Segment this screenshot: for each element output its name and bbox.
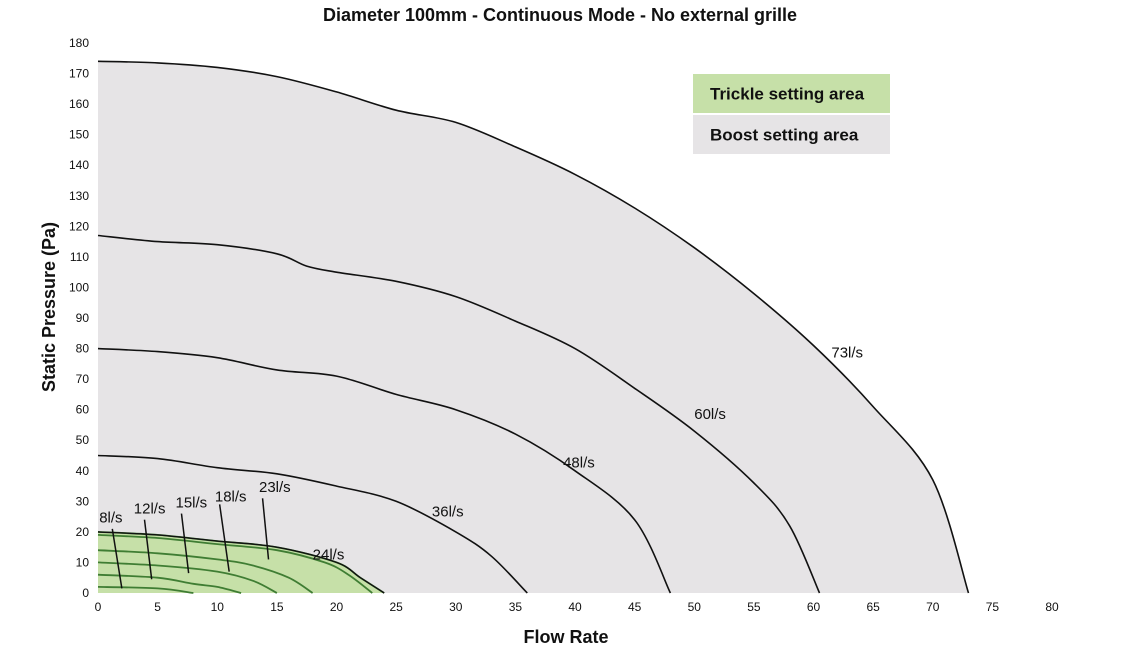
curve-15ls xyxy=(97,561,278,594)
y-tick-0: 0 xyxy=(82,586,89,600)
label-8ls: 8l/s xyxy=(99,510,122,527)
x-tick-40: 40 xyxy=(568,600,582,614)
label-60ls: 60l/s xyxy=(694,406,726,423)
curve-60ls xyxy=(97,234,821,594)
y-axis-label: Static Pressure (Pa) xyxy=(39,222,59,392)
x-tick-55: 55 xyxy=(747,600,761,614)
label-12ls: 12l/s xyxy=(134,501,166,518)
chart-title: Diameter 100mm - Continuous Mode - No ex… xyxy=(323,5,797,25)
y-tick-60: 60 xyxy=(76,403,90,417)
label-18ls: 18l/s xyxy=(215,488,247,505)
leader-15ls xyxy=(180,513,190,574)
y-tick-10: 10 xyxy=(76,555,90,569)
label-73ls: 73l/s xyxy=(831,345,863,362)
label-15ls: 15l/s xyxy=(176,494,208,511)
y-tick-90: 90 xyxy=(76,311,90,325)
x-tick-5: 5 xyxy=(154,600,161,614)
curve-8ls xyxy=(97,586,194,594)
leader-8ls xyxy=(111,528,123,589)
x-tick-10: 10 xyxy=(211,600,225,614)
curve-12ls xyxy=(97,573,242,594)
y-tick-20: 20 xyxy=(76,525,90,539)
x-tick-80: 80 xyxy=(1045,600,1059,614)
y-tick-100: 100 xyxy=(69,280,89,294)
leader-23ls xyxy=(261,498,270,560)
y-tick-110: 110 xyxy=(70,250,89,264)
x-tick-25: 25 xyxy=(389,600,403,614)
y-tick-70: 70 xyxy=(76,372,90,386)
x-tick-50: 50 xyxy=(688,600,702,614)
x-tick-65: 65 xyxy=(866,600,880,614)
curve-23ls xyxy=(97,534,373,594)
legend-swatch-0 xyxy=(693,74,890,113)
x-tick-60: 60 xyxy=(807,600,821,614)
curve-18ls xyxy=(97,549,314,594)
series-curves xyxy=(97,60,970,594)
x-tick-30: 30 xyxy=(449,600,463,614)
x-tick-0: 0 xyxy=(95,600,102,614)
legend-swatch-1 xyxy=(693,115,890,154)
y-tick-50: 50 xyxy=(76,433,90,447)
label-36ls: 36l/s xyxy=(432,504,464,521)
x-tick-20: 20 xyxy=(330,600,344,614)
x-axis-label: Flow Rate xyxy=(523,627,608,647)
curve-73ls xyxy=(97,60,970,594)
y-tick-150: 150 xyxy=(69,128,89,142)
legend: Trickle setting area Boost setting area xyxy=(693,74,890,154)
leader-12ls xyxy=(143,519,153,580)
legend-label-0: Trickle setting area xyxy=(710,85,865,104)
y-tick-140: 140 xyxy=(69,158,89,172)
curve-36ls xyxy=(97,454,528,594)
x-tick-15: 15 xyxy=(270,600,284,614)
x-axis-ticks: 0 5 10 15 20 25 30 35 40 45 50 55 60 65 70 75 80 xyxy=(95,600,1059,614)
y-tick-120: 120 xyxy=(69,219,89,233)
y-tick-180: 180 xyxy=(69,36,89,50)
y-tick-80: 80 xyxy=(76,342,90,356)
x-tick-70: 70 xyxy=(926,600,940,614)
y-tick-170: 170 xyxy=(69,67,89,81)
y-tick-130: 130 xyxy=(69,189,89,203)
legend-label-1: Boost setting area xyxy=(710,126,859,145)
x-tick-75: 75 xyxy=(986,600,1000,614)
curve-48ls xyxy=(97,347,672,594)
label-24ls: 24l/s xyxy=(313,546,345,563)
y-axis-ticks: 0 10 20 30 40 50 60 70 80 90 100 110 120 130 140 150 160… xyxy=(69,36,89,600)
curve-24ls-outline xyxy=(97,531,385,594)
x-tick-35: 35 xyxy=(509,600,523,614)
x-tick-45: 45 xyxy=(628,600,642,614)
boost-area-fill xyxy=(98,61,969,594)
y-tick-40: 40 xyxy=(76,464,90,478)
leader-18ls xyxy=(218,504,230,572)
y-tick-30: 30 xyxy=(76,494,90,508)
label-48ls: 48l/s xyxy=(563,455,595,472)
y-tick-160: 160 xyxy=(69,97,89,111)
label-23ls: 23l/s xyxy=(259,479,291,496)
curve-annotations: 73l/s 60l/s 48l/s 36l/s 24l/s 23l/s 18l/s 15l/s… xyxy=(99,345,863,589)
